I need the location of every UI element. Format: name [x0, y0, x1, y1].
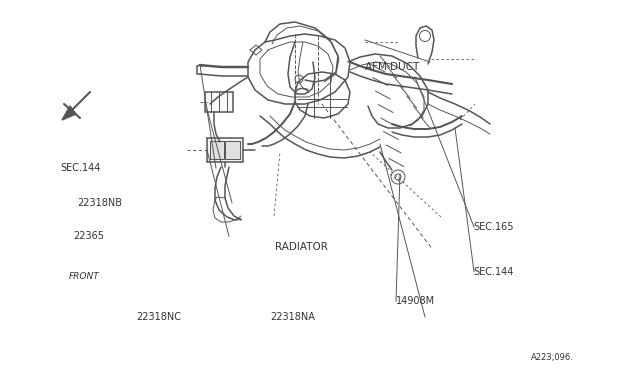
Text: 22318NB: 22318NB — [77, 198, 122, 208]
Text: 22365: 22365 — [74, 231, 104, 241]
FancyBboxPatch shape — [207, 138, 243, 162]
Text: FRONT: FRONT — [69, 272, 100, 280]
Text: 22318NC: 22318NC — [136, 312, 181, 322]
Text: RADIATOR: RADIATOR — [275, 243, 328, 252]
Polygon shape — [62, 106, 76, 120]
Text: SEC.144: SEC.144 — [474, 267, 514, 276]
Text: 14908M: 14908M — [396, 296, 435, 306]
Text: SEC.144: SEC.144 — [61, 163, 101, 173]
FancyBboxPatch shape — [225, 141, 240, 159]
Text: A223;096.: A223;096. — [531, 353, 574, 362]
Text: AFM DUCT: AFM DUCT — [365, 62, 419, 72]
FancyBboxPatch shape — [205, 92, 233, 112]
Text: 22318NA: 22318NA — [270, 312, 315, 322]
Text: SEC.165: SEC.165 — [474, 222, 514, 232]
FancyBboxPatch shape — [210, 141, 224, 159]
